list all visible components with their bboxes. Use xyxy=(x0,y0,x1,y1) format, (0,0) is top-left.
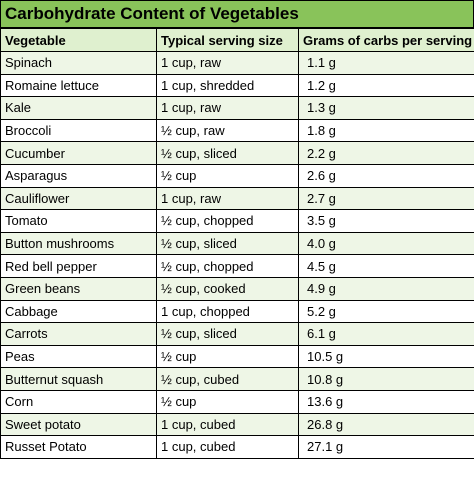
table-row: Spinach 1 cup, raw 1.1 g xyxy=(0,51,474,75)
cell-carbs: 1.1 g xyxy=(298,51,474,75)
cell-serving-size: 1 cup, raw xyxy=(156,186,299,211)
cell-carbs: 2.6 g xyxy=(298,163,474,188)
cell-vegetable: Broccoli xyxy=(0,118,157,143)
cell-carbs: 4.5 g xyxy=(298,254,474,278)
table-row: Button mushrooms ½ cup, sliced 4.0 g xyxy=(0,231,474,256)
table-row: Green beans ½ cup, cooked 4.9 g xyxy=(0,276,474,301)
cell-vegetable: Carrots xyxy=(0,322,157,346)
table-row: Red bell pepper ½ cup, chopped 4.5 g xyxy=(0,254,474,278)
column-header-serving-size: Typical serving size xyxy=(156,28,299,52)
cell-carbs: 1.8 g xyxy=(298,118,474,143)
column-header-vegetable: Vegetable xyxy=(0,28,157,52)
cell-vegetable: Button mushrooms xyxy=(0,231,157,256)
cell-vegetable: Green beans xyxy=(0,276,157,301)
cell-vegetable: Tomato xyxy=(0,209,157,233)
carb-table: Vegetable Typical serving size Grams of … xyxy=(0,28,474,459)
cell-vegetable: Red bell pepper xyxy=(0,254,157,278)
table-row: Romaine lettuce 1 cup, shredded 1.2 g xyxy=(0,73,474,98)
cell-serving-size: 1 cup, chopped xyxy=(156,299,299,324)
table-row: Kale 1 cup, raw 1.3 g xyxy=(0,96,474,120)
cell-carbs: 4.9 g xyxy=(298,276,474,301)
cell-serving-size: ½ cup, chopped xyxy=(156,209,299,233)
cell-serving-size: ½ cup, cooked xyxy=(156,276,299,301)
table-row: Corn ½ cup 13.6 g xyxy=(0,389,474,414)
table-row: Peas ½ cup 10.5 g xyxy=(0,344,474,369)
table-body: Spinach 1 cup, raw 1.1 g Romaine lettuce 1 c… xyxy=(0,51,474,459)
table-title: Carbohydrate Content of Vegetables xyxy=(0,0,474,28)
table-row: Asparagus ½ cup 2.6 g xyxy=(0,163,474,188)
cell-vegetable: Corn xyxy=(0,389,157,414)
cell-serving-size: 1 cup, raw xyxy=(156,96,299,120)
cell-serving-size: 1 cup, cubed xyxy=(156,412,299,437)
cell-vegetable: Spinach xyxy=(0,51,157,75)
cell-carbs: 4.0 g xyxy=(298,231,474,256)
cell-carbs: 2.2 g xyxy=(298,141,474,165)
cell-vegetable: Butternut squash xyxy=(0,367,157,391)
cell-serving-size: ½ cup, chopped xyxy=(156,254,299,278)
cell-carbs: 10.8 g xyxy=(298,367,474,391)
cell-serving-size: ½ cup xyxy=(156,344,299,369)
cell-carbs: 27.1 g xyxy=(298,435,474,459)
cell-vegetable: Asparagus xyxy=(0,163,157,188)
cell-serving-size: ½ cup xyxy=(156,389,299,414)
cell-vegetable: Cucumber xyxy=(0,141,157,165)
cell-vegetable: Cabbage xyxy=(0,299,157,324)
cell-serving-size: ½ cup, cubed xyxy=(156,367,299,391)
cell-vegetable: Romaine lettuce xyxy=(0,73,157,98)
cell-vegetable: Peas xyxy=(0,344,157,369)
table-row: Cauliflower 1 cup, raw 2.7 g xyxy=(0,186,474,211)
column-header-carbs: Grams of carbs per serving xyxy=(298,28,474,52)
cell-carbs: 5.2 g xyxy=(298,299,474,324)
table-row: Broccoli ½ cup, raw 1.8 g xyxy=(0,118,474,143)
table-row: Tomato ½ cup, chopped 3.5 g xyxy=(0,209,474,233)
cell-carbs: 2.7 g xyxy=(298,186,474,211)
cell-carbs: 26.8 g xyxy=(298,412,474,437)
cell-vegetable: Kale xyxy=(0,96,157,120)
cell-carbs: 1.2 g xyxy=(298,73,474,98)
table-row: Sweet potato 1 cup, cubed 26.8 g xyxy=(0,412,474,437)
cell-serving-size: ½ cup, sliced xyxy=(156,322,299,346)
cell-serving-size: 1 cup, cubed xyxy=(156,435,299,459)
cell-vegetable: Sweet potato xyxy=(0,412,157,437)
cell-serving-size: 1 cup, raw xyxy=(156,51,299,75)
cell-serving-size: ½ cup, sliced xyxy=(156,141,299,165)
table-row: Butternut squash ½ cup, cubed 10.8 g xyxy=(0,367,474,391)
cell-serving-size: ½ cup, raw xyxy=(156,118,299,143)
cell-carbs: 6.1 g xyxy=(298,322,474,346)
table-row: Cucumber ½ cup, sliced 2.2 g xyxy=(0,141,474,165)
header-row: Vegetable Typical serving size Grams of … xyxy=(0,28,474,52)
cell-serving-size: 1 cup, shredded xyxy=(156,73,299,98)
table-row: Cabbage 1 cup, chopped 5.2 g xyxy=(0,299,474,324)
table-row: Carrots ½ cup, sliced 6.1 g xyxy=(0,322,474,346)
cell-vegetable: Cauliflower xyxy=(0,186,157,211)
table-row: Russet Potato 1 cup, cubed 27.1 g xyxy=(0,435,474,459)
cell-vegetable: Russet Potato xyxy=(0,435,157,459)
cell-serving-size: ½ cup, sliced xyxy=(156,231,299,256)
cell-carbs: 13.6 g xyxy=(298,389,474,414)
cell-carbs: 10.5 g xyxy=(298,344,474,369)
cell-serving-size: ½ cup xyxy=(156,163,299,188)
cell-carbs: 1.3 g xyxy=(298,96,474,120)
cell-carbs: 3.5 g xyxy=(298,209,474,233)
